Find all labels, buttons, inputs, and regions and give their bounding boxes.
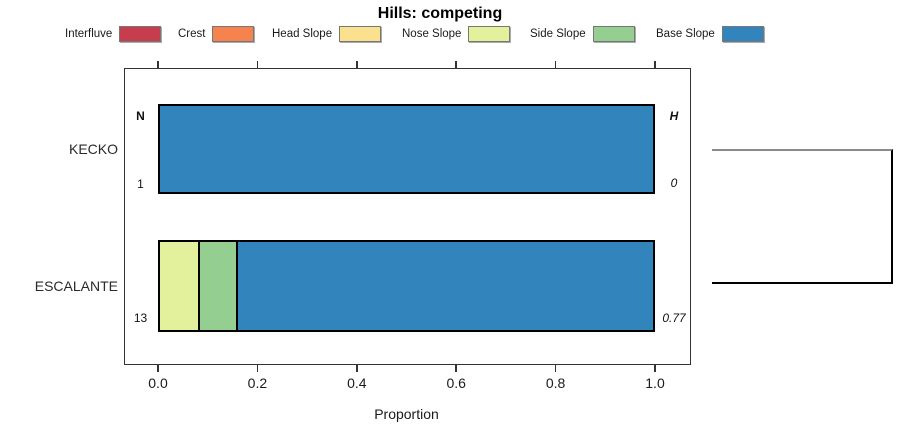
legend-label: Base Slope xyxy=(656,27,715,40)
legend-swatch xyxy=(119,25,162,42)
bottom-axis-tick xyxy=(654,365,656,372)
legend-label: Nose Slope xyxy=(402,27,462,40)
legend-swatch xyxy=(212,25,255,42)
legend-swatch xyxy=(468,25,511,42)
category-label-kecko: KECKO xyxy=(68,141,118,157)
n-value-escalante: 13 xyxy=(133,311,148,325)
chart-title: Hills: competing xyxy=(377,5,503,22)
bottom-axis-tick xyxy=(455,365,457,372)
legend-swatch xyxy=(721,25,764,42)
bar-segment-base-slope xyxy=(160,106,653,192)
h-value-kecko: 0 xyxy=(670,176,678,190)
stacked-bar-kecko xyxy=(158,104,655,194)
x-tick-label: 1.0 xyxy=(645,375,665,391)
legend-swatch xyxy=(592,25,635,42)
top-axis-tick xyxy=(256,61,259,68)
x-tick-label: 0.0 xyxy=(148,375,168,391)
legend-swatch xyxy=(339,25,382,42)
top-axis-tick xyxy=(455,61,457,68)
legend-label: Head Slope xyxy=(272,27,333,40)
legend-label: Side Slope xyxy=(530,27,586,40)
top-axis-tick xyxy=(356,61,358,68)
top-axis-tick xyxy=(157,61,159,68)
bottom-axis-tick xyxy=(554,365,557,372)
x-tick-label: 0.8 xyxy=(545,375,566,391)
bar-segment-base-slope xyxy=(235,242,653,330)
bottom-axis-tick xyxy=(157,365,159,372)
bar-segment-side-slope xyxy=(197,242,236,330)
bar-segment-nose-slope xyxy=(160,242,198,330)
legend-label: Interfluve xyxy=(65,27,113,40)
legend-item-nose-slope: Nose Slope xyxy=(402,25,511,42)
legend-item-crest: Crest xyxy=(178,25,255,42)
legend-label: Crest xyxy=(178,27,206,40)
legend-item-head-slope: Head Slope xyxy=(272,25,382,42)
n-column-header: N xyxy=(136,109,145,123)
top-axis-tick xyxy=(554,61,557,68)
legend-item-base-slope: Base Slope xyxy=(656,25,764,42)
x-tick-label: 0.4 xyxy=(347,375,367,391)
bottom-axis-tick xyxy=(356,365,358,372)
x-tick-label: 0.2 xyxy=(247,375,268,391)
bottom-axis-tick xyxy=(256,365,259,372)
legend-item-side-slope: Side Slope xyxy=(530,25,635,42)
n-value-kecko: 1 xyxy=(137,177,144,191)
x-tick-label: 0.6 xyxy=(446,375,466,391)
adjacent-panel-partial-box xyxy=(712,149,893,284)
legend-item-interfluve: Interfluve xyxy=(65,25,162,42)
h-column-header: H xyxy=(669,109,679,123)
plot-area-border xyxy=(124,68,691,365)
h-value-escalante: 0.77 xyxy=(662,311,686,325)
stacked-bar-escalante xyxy=(158,240,655,332)
category-label-escalante: ESCALANTE xyxy=(34,278,118,294)
top-axis-tick xyxy=(654,61,656,68)
x-axis-label: Proportion xyxy=(374,406,439,422)
